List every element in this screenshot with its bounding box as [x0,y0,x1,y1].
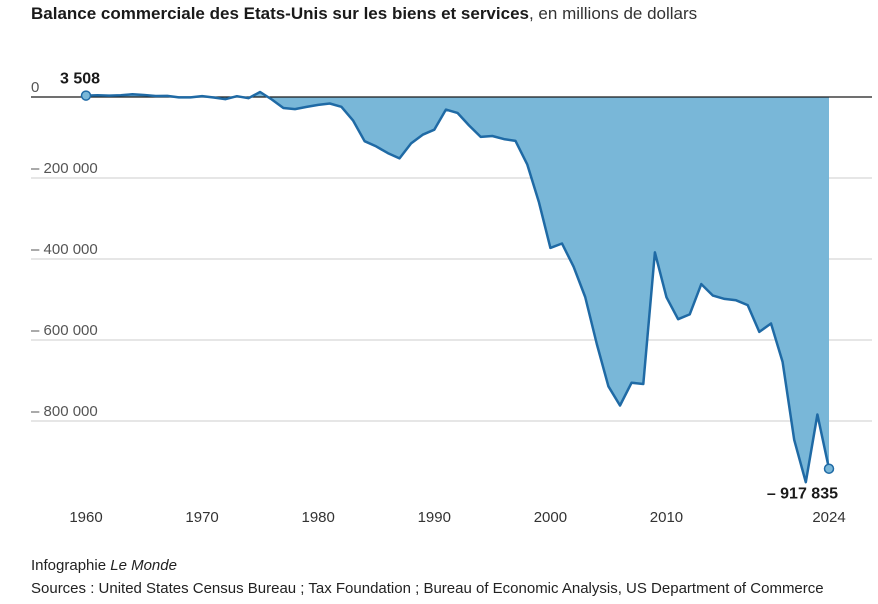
x-axis-ticks: 1960 1970 1980 1990 2000 2010 2024 [69,509,845,526]
x-tick-label: 1960 [69,509,102,526]
x-tick-label: 1990 [418,509,451,526]
deficit-area [86,92,829,483]
credit-publication: Le Monde [110,557,177,574]
x-tick-label: 2010 [650,509,683,526]
y-axis-ticks: 0 – 200 000 – 400 000 – 600 000 – 800 000 [31,79,98,420]
annotation-start-label: 3 508 [60,71,100,88]
annotations: 3 508 – 917 835 [60,71,838,503]
x-tick-label: 2024 [812,509,845,526]
chart-subtitle: , en millions de dollars [528,4,698,23]
annotation-marker [823,463,835,474]
y-tick-label: – 400 000 [31,241,98,258]
sources-line: Sources : United States Census Bureau ; … [31,580,824,597]
series-line [85,90,831,484]
annotation-marker [80,90,92,101]
y-tick-label: – 200 000 [31,160,98,177]
chart-title: Balance commerciale des Etats-Unis sur l… [31,4,697,24]
chart-title-main: Balance commerciale des Etats-Unis sur l… [31,4,529,23]
trade-balance-chart: 0 – 200 000 – 400 000 – 600 000 – 800 000 19… [31,71,872,526]
x-tick-label: 1980 [302,509,335,526]
x-tick-label: 1970 [185,509,218,526]
annotation-end-label: – 917 835 [767,486,838,503]
credit-line: Infographie Le Monde [31,557,177,574]
y-tick-label: – 600 000 [31,322,98,339]
credit-prefix: Infographie [31,557,111,574]
x-tick-label: 2000 [534,509,567,526]
y-tick-label: 0 [31,79,39,96]
y-tick-label: – 800 000 [31,403,98,420]
